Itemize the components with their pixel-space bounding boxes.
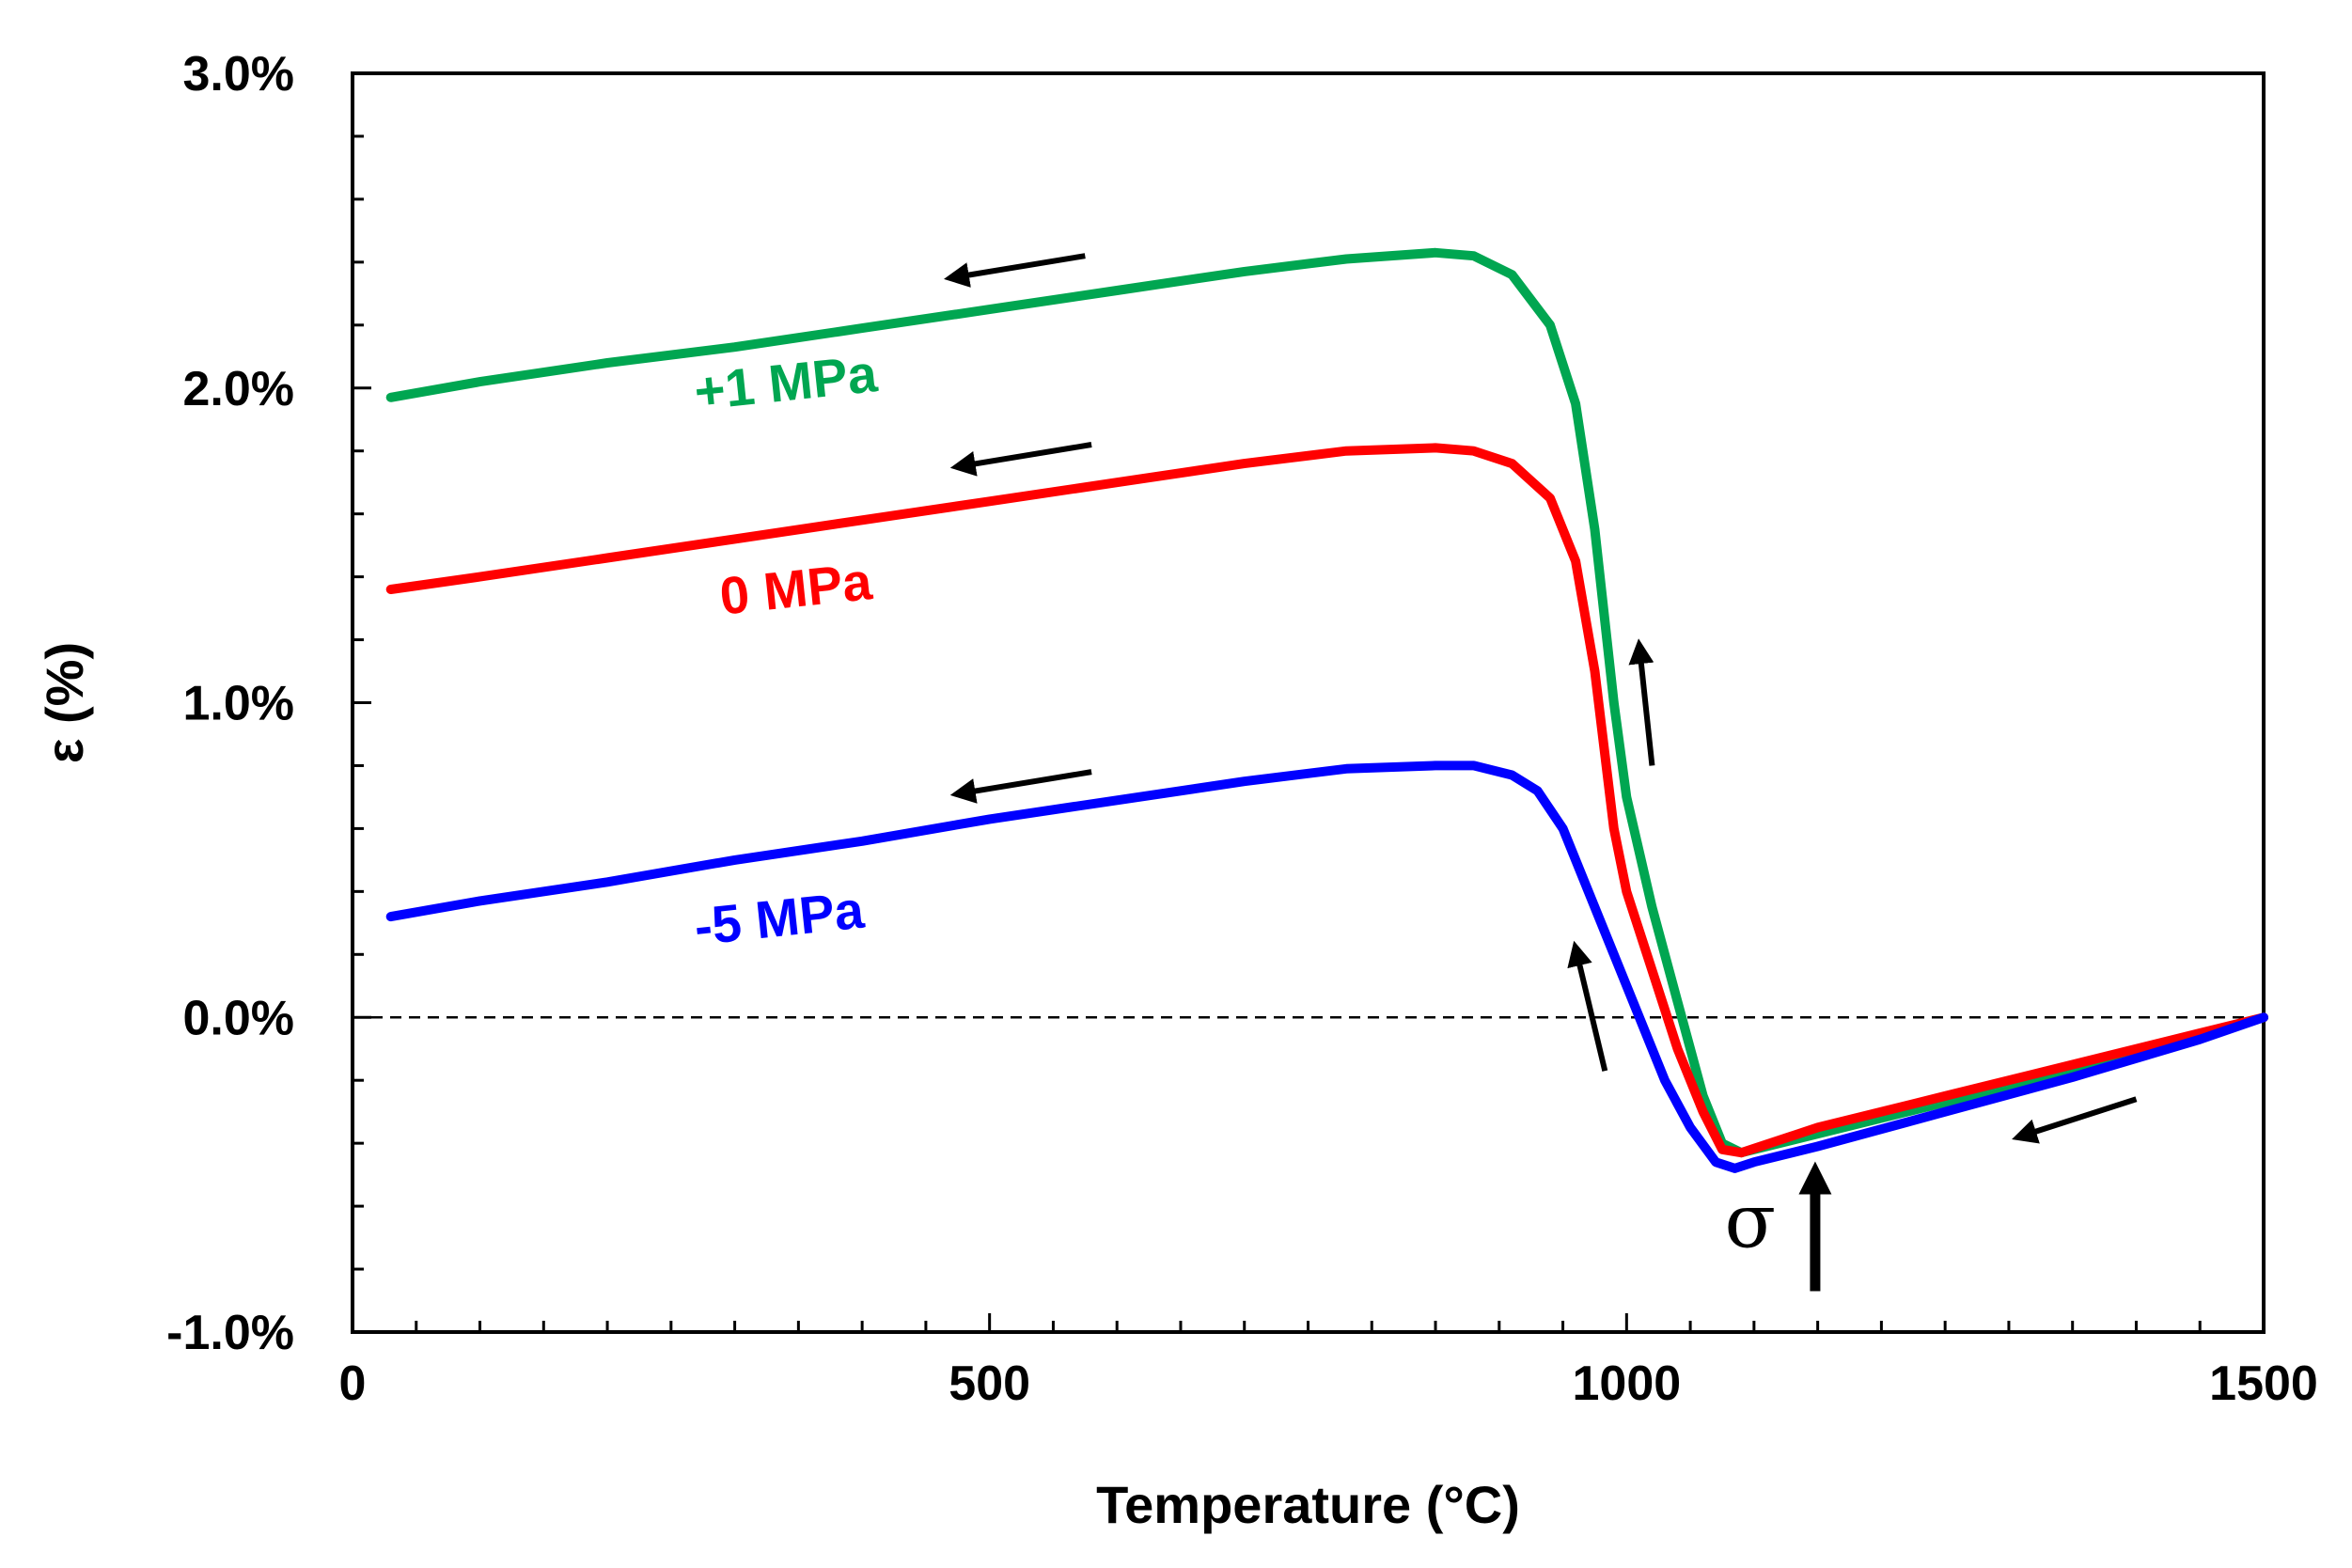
y-tick-label: 0.0% (182, 991, 294, 1045)
y-tick-label: 3.0% (182, 47, 294, 102)
series-label: 0 MPa (717, 551, 875, 626)
y-tick-label: -1.0% (166, 1306, 294, 1360)
series-lines (385, 247, 2268, 1173)
sigma-label: σ (1724, 1178, 1776, 1265)
x-tick-label: 1000 (1572, 1356, 1681, 1411)
y-axis-title: ε (%) (35, 642, 94, 763)
series-line (385, 760, 2268, 1173)
series-label: -5 MPa (692, 880, 868, 957)
x-tick-label: 1500 (2209, 1356, 2318, 1411)
x-tick-label: 500 (949, 1356, 1030, 1411)
series-line (385, 443, 2268, 1158)
direction-arrow (949, 769, 1092, 804)
axis-ticks (351, 71, 2266, 1334)
y-tick-label: 1.0% (182, 677, 294, 731)
direction-arrow (1567, 940, 1608, 1072)
tick-labels: 0 500 1000 1500 -1.0% 0.0% 1.0% 2.0% 3.0% (166, 47, 2318, 1411)
series-label: +1 MPa (692, 343, 881, 421)
direction-arrow (949, 442, 1092, 477)
direction-arrow (944, 253, 1086, 288)
y-tick-label: 2.0% (182, 362, 294, 416)
x-tick-label: 0 (339, 1356, 367, 1411)
x-axis-title: Temperature (°C) (1096, 1475, 1520, 1534)
series-line (385, 247, 2268, 1158)
annotations: +1 MPa 0 MPa -5 MPa σ (692, 253, 2138, 1292)
direction-arrow (1628, 638, 1655, 766)
direction-arrow (2012, 1096, 2138, 1144)
